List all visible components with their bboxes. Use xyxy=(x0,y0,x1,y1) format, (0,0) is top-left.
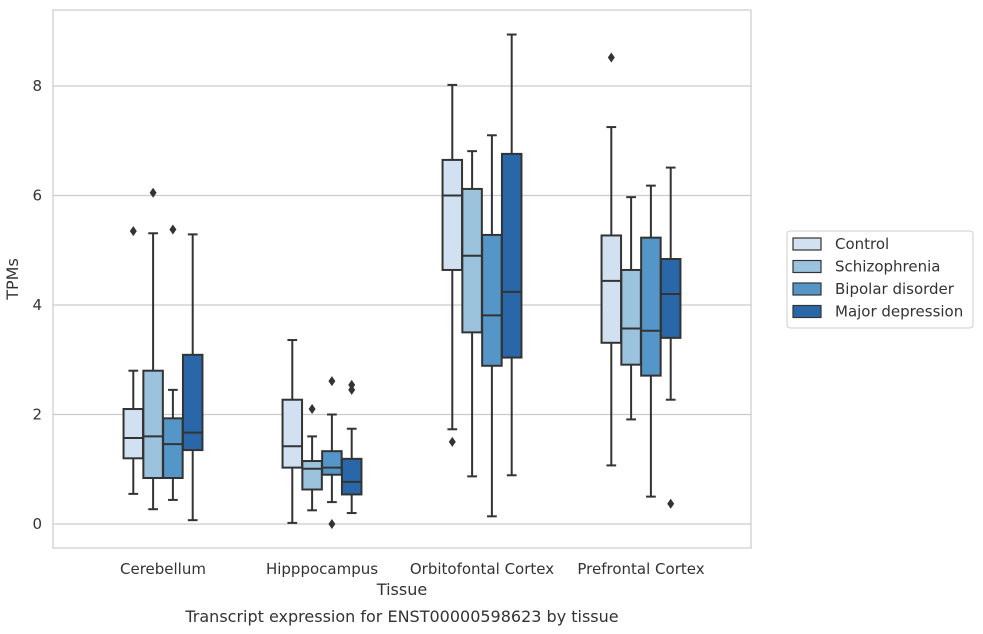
y-tick-label: 2 xyxy=(32,406,42,424)
box-iqr xyxy=(461,187,483,334)
outlier-point xyxy=(328,376,336,387)
y-axis-title: TPMs xyxy=(3,258,22,301)
box-iqr xyxy=(142,369,164,480)
x-tick-label: Prefrontal Cortex xyxy=(577,560,704,578)
box-schizophrenia xyxy=(142,187,164,511)
box-iqr xyxy=(122,408,145,460)
box-series xyxy=(122,33,682,529)
box-bipolar-disorder xyxy=(481,134,503,518)
outlier-point xyxy=(328,519,336,529)
legend-swatch xyxy=(792,237,822,251)
legend-swatch xyxy=(792,304,822,319)
box-iqr xyxy=(181,353,204,452)
box-iqr xyxy=(500,152,523,359)
box-iqr xyxy=(321,450,343,476)
box-iqr xyxy=(640,236,662,377)
box-schizophrenia xyxy=(461,150,483,478)
y-axis-ticks: 0 2 4 6 8 xyxy=(32,77,42,533)
x-tick-label: Orbitofontal Cortex xyxy=(410,560,554,578)
legend-label: Bipolar disorder xyxy=(835,280,955,298)
legend-label: Schizophrenia xyxy=(835,258,940,276)
y-tick-label: 0 xyxy=(32,515,42,533)
legend-swatch xyxy=(792,282,822,296)
x-tick-label: Cerebellum xyxy=(120,560,206,578)
box-bipolar-disorder xyxy=(640,184,662,498)
outlier-point xyxy=(149,187,157,198)
box-control xyxy=(122,226,145,495)
y-tick-label: 4 xyxy=(32,296,42,314)
outlier-point xyxy=(448,436,456,447)
legend-label: Major depression xyxy=(835,303,963,321)
legend: Control Schizophrenia Bipolar disorder Majo… xyxy=(786,230,974,329)
box-major-depression xyxy=(181,233,204,522)
outlier-point xyxy=(308,404,316,415)
box-iqr xyxy=(481,233,503,367)
box-bipolar-disorder xyxy=(162,224,184,501)
legend-label: Control xyxy=(835,235,889,253)
box-schizophrenia xyxy=(620,196,642,421)
x-axis-title: Tissue xyxy=(376,580,427,599)
x-axis-ticks: Cerebellum Hipppocampus Orbitofontal Corte… xyxy=(120,560,705,578)
x-tick-label: Hipppocampus xyxy=(266,560,378,578)
legend-swatch xyxy=(792,259,822,274)
box-iqr xyxy=(600,234,623,344)
box-major-depression xyxy=(340,379,363,515)
box-iqr xyxy=(340,457,363,496)
legend-frame xyxy=(786,230,974,329)
outlier-point xyxy=(169,224,177,235)
box-iqr xyxy=(441,158,464,271)
gridlines xyxy=(53,85,751,525)
box-major-depression xyxy=(500,33,523,477)
outlier-point xyxy=(607,52,615,63)
outlier-point xyxy=(129,226,137,237)
box-schizophrenia xyxy=(301,404,323,512)
box-control xyxy=(600,52,623,467)
chart-caption: Transcript expression for ENST0000059862… xyxy=(184,607,618,626)
box-bipolar-disorder xyxy=(321,376,343,529)
box-iqr xyxy=(620,268,642,366)
box-control xyxy=(441,83,464,447)
box-iqr xyxy=(162,417,184,480)
box-iqr xyxy=(301,460,323,491)
box-iqr xyxy=(659,258,682,339)
outlier-point xyxy=(667,498,675,509)
plot-area-frame xyxy=(52,9,752,549)
box-major-depression xyxy=(659,166,682,509)
box-control xyxy=(281,339,304,524)
outlier-point xyxy=(348,384,356,395)
y-tick-label: 8 xyxy=(32,77,42,95)
y-tick-label: 6 xyxy=(32,187,42,205)
box-iqr xyxy=(281,398,304,469)
